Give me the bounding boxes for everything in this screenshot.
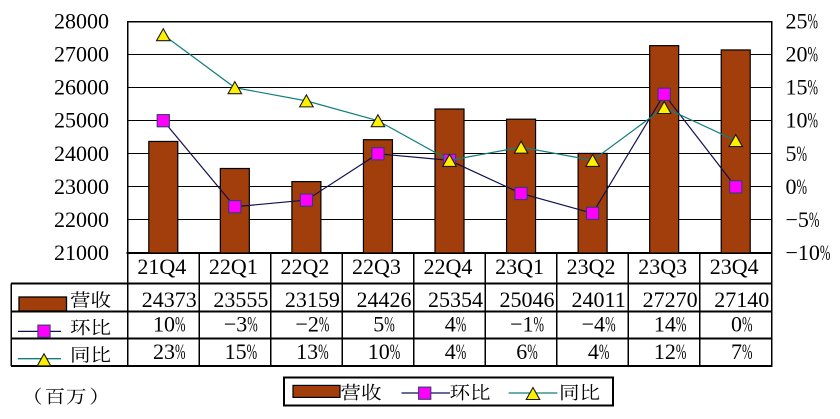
svg-text:27270: 27270	[643, 287, 698, 312]
svg-text:25000: 25000	[54, 108, 109, 133]
svg-text:24426: 24426	[356, 287, 411, 312]
svg-text:28000: 28000	[54, 9, 109, 34]
svg-text:23Q3: 23Q3	[638, 254, 687, 279]
svg-text:14%: 14%	[654, 312, 687, 337]
svg-text:−2%: −2%	[295, 312, 329, 337]
svg-text:23Q1: 23Q1	[495, 254, 544, 279]
svg-text:10%: 10%	[153, 312, 186, 337]
svg-text:25%: 25%	[786, 9, 819, 34]
svg-text:4%: 4%	[445, 339, 467, 364]
svg-text:12%: 12%	[654, 339, 687, 364]
svg-text:24373: 24373	[142, 287, 197, 312]
svg-text:25354: 25354	[428, 287, 483, 312]
svg-text:23000: 23000	[54, 174, 109, 199]
svg-text:−5%: −5%	[786, 207, 820, 232]
svg-text:23159: 23159	[285, 287, 340, 312]
svg-text:10%: 10%	[786, 108, 819, 133]
svg-text:22Q4: 22Q4	[424, 254, 473, 279]
svg-text:0%: 0%	[786, 174, 808, 199]
svg-text:27140: 27140	[714, 287, 769, 312]
svg-text:−3%: −3%	[224, 312, 258, 337]
svg-text:15%: 15%	[786, 75, 819, 100]
svg-text:15%: 15%	[225, 339, 258, 364]
svg-text:27000: 27000	[54, 42, 109, 67]
svg-text:22Q3: 22Q3	[352, 254, 401, 279]
svg-text:23Q2: 23Q2	[567, 254, 616, 279]
svg-text:21000: 21000	[54, 240, 109, 265]
svg-text:20%: 20%	[786, 42, 819, 67]
svg-text:23Q4: 23Q4	[710, 254, 759, 279]
svg-text:22Q2: 22Q2	[280, 254, 329, 279]
svg-text:26000: 26000	[54, 75, 109, 100]
svg-text:23%: 23%	[153, 339, 186, 364]
svg-text:7%: 7%	[731, 339, 753, 364]
svg-text:23555: 23555	[213, 287, 268, 312]
svg-text:5%: 5%	[373, 312, 395, 337]
svg-text:22Q1: 22Q1	[209, 254, 258, 279]
svg-text:0%: 0%	[731, 312, 753, 337]
svg-text:24011: 24011	[572, 287, 626, 312]
svg-text:22000: 22000	[54, 207, 109, 232]
svg-text:24000: 24000	[54, 141, 109, 166]
svg-text:−10%: −10%	[786, 240, 831, 265]
svg-text:21Q4: 21Q4	[137, 254, 186, 279]
svg-text:5%: 5%	[786, 141, 808, 166]
svg-text:10%: 10%	[368, 339, 401, 364]
svg-text:4%: 4%	[588, 339, 610, 364]
svg-text:−1%: −1%	[510, 312, 544, 337]
svg-text:−4%: −4%	[582, 312, 616, 337]
svg-text:6%: 6%	[516, 339, 538, 364]
svg-text:13%: 13%	[296, 339, 329, 364]
svg-text:4%: 4%	[445, 312, 467, 337]
svg-text:25046: 25046	[500, 287, 555, 312]
